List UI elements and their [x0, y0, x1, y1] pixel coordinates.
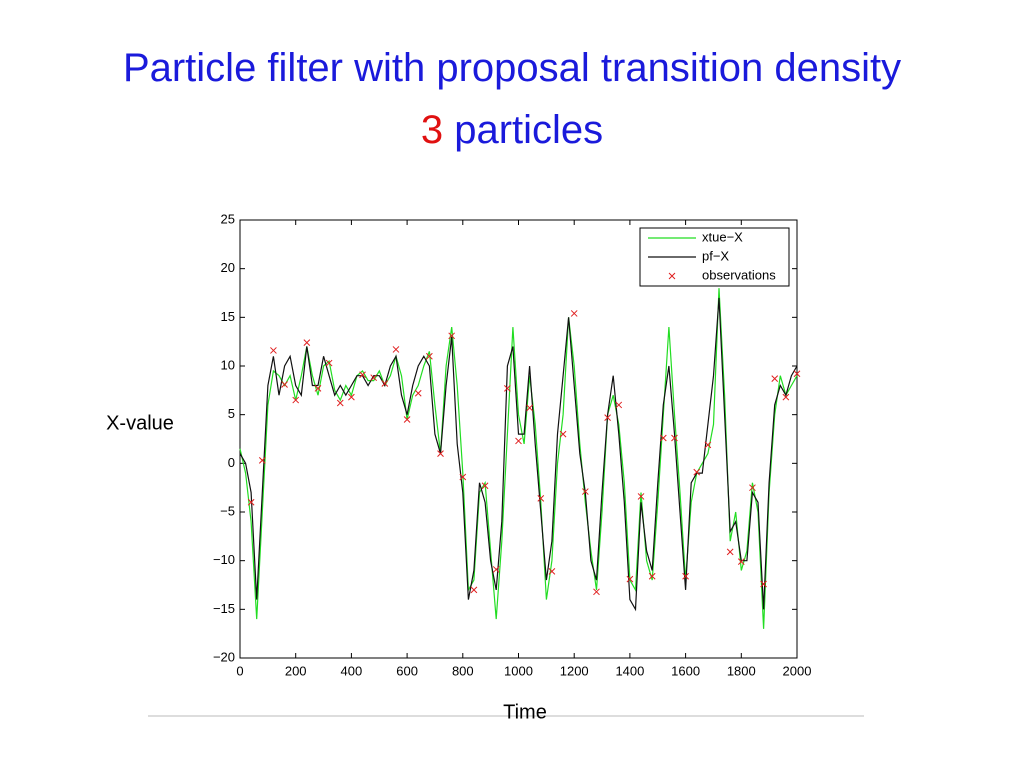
y-tick-label: 5 — [228, 406, 235, 421]
observation-marker — [648, 572, 656, 580]
title-number: 3 — [420, 108, 444, 152]
y-tick-label: 10 — [221, 357, 235, 372]
observation-marker — [526, 404, 533, 412]
observation-marker — [726, 548, 734, 556]
observation-marker — [325, 359, 333, 367]
observation-marker — [659, 434, 667, 442]
x-tick-label: 1800 — [727, 663, 756, 678]
observation-marker — [270, 347, 277, 354]
x-tick-label: 2000 — [783, 663, 812, 678]
x-tick-label: 1400 — [615, 663, 644, 678]
y-tick-label: 25 — [221, 211, 235, 226]
y-tick-label: −5 — [220, 503, 235, 518]
observation-marker — [403, 416, 411, 423]
slide-title: Particle filter with proposal transition… — [122, 46, 902, 90]
observation-marker — [671, 434, 678, 442]
title-suffix: particles — [454, 108, 604, 152]
observation-marker — [481, 482, 489, 490]
observation-marker — [682, 572, 689, 580]
y-tick-label: 20 — [221, 260, 235, 275]
observation-marker — [749, 484, 756, 492]
observation-marker — [693, 468, 701, 476]
observation-marker — [459, 473, 467, 481]
observation-marker — [292, 396, 300, 404]
observation-marker — [336, 399, 344, 407]
observation-marker — [348, 393, 355, 401]
observation-marker — [704, 441, 712, 449]
observation-marker — [615, 401, 623, 409]
x-tick-label: 400 — [341, 663, 363, 678]
x-tick-label: 1000 — [504, 663, 533, 678]
legend-label: pf−X — [702, 248, 729, 263]
observation-marker — [414, 389, 422, 397]
observation-marker — [604, 414, 611, 421]
observation-marker — [247, 498, 255, 506]
observation-marker — [515, 437, 522, 445]
observation-marker — [570, 310, 578, 317]
observation-marker — [314, 385, 322, 392]
y-tick-label: −10 — [213, 552, 235, 567]
observation-marker — [771, 375, 779, 383]
observation-marker — [392, 346, 400, 353]
observation-marker — [637, 493, 645, 500]
observation-marker — [504, 385, 511, 392]
observation-marker — [760, 580, 767, 588]
x-axis-label: Time — [503, 701, 547, 723]
legend-marker — [668, 272, 676, 280]
x-tick-label: 1200 — [560, 663, 589, 678]
x-tick-label: 0 — [236, 663, 243, 678]
observation-marker — [492, 566, 500, 573]
observation-marker — [593, 588, 600, 596]
observation-marker — [258, 457, 266, 464]
y-tick-label: 0 — [228, 455, 235, 470]
legend-label: observations — [702, 267, 776, 282]
observation-marker — [548, 568, 556, 575]
observation-marker — [537, 495, 545, 502]
observation-marker — [581, 488, 589, 495]
observation-marker — [737, 558, 745, 565]
x-tick-label: 200 — [285, 663, 307, 678]
observation-marker — [470, 586, 478, 594]
y-tick-label: 15 — [221, 309, 235, 324]
observation-marker — [793, 370, 801, 378]
observation-marker — [303, 339, 311, 346]
observation-marker — [626, 575, 634, 583]
x-tick-label: 800 — [452, 663, 474, 678]
legend-label: xtue−X — [702, 229, 743, 244]
observation-marker — [559, 430, 567, 438]
series-line — [239, 288, 798, 629]
observation-marker — [426, 352, 433, 360]
x-tick-label: 600 — [396, 663, 418, 678]
slide-subtitle: 3 particles — [0, 104, 1024, 156]
observation-marker — [381, 380, 389, 387]
observation-marker — [359, 371, 366, 379]
observation-marker — [448, 332, 456, 340]
observation-marker — [281, 381, 288, 388]
series-line — [239, 297, 798, 612]
y-tick-label: −15 — [213, 601, 235, 616]
y-tick-label: −20 — [213, 649, 235, 664]
observation-marker — [782, 393, 790, 401]
observation-marker — [437, 450, 444, 457]
y-axis-label: X-value — [106, 412, 174, 434]
x-tick-label: 1600 — [671, 663, 700, 678]
observation-marker — [370, 374, 378, 382]
